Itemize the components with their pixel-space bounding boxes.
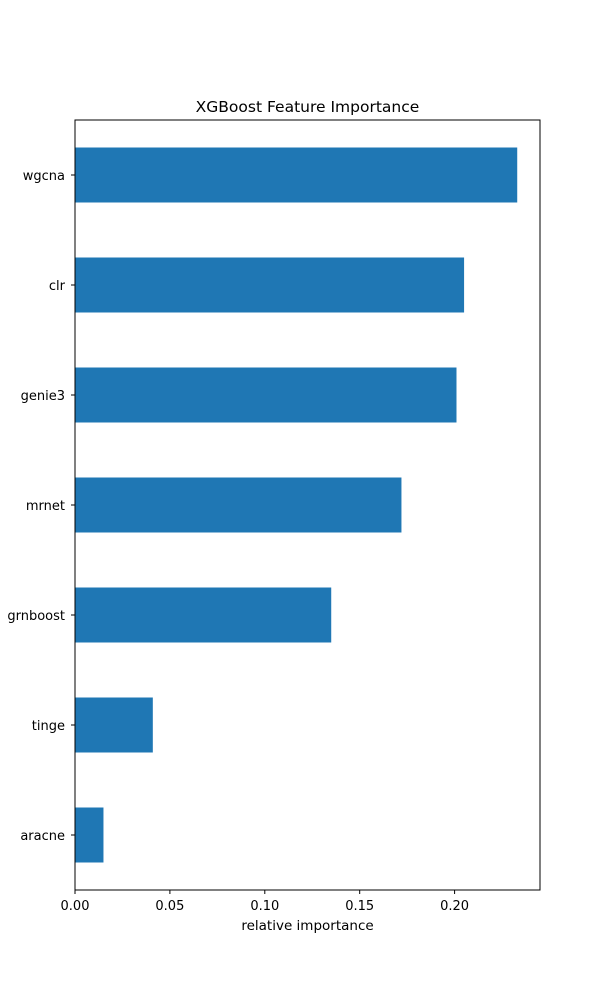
plot-area: [75, 147, 518, 863]
bar-genie3: [75, 367, 457, 423]
x-axis-label: relative importance: [241, 918, 373, 934]
x-tick-label: 0.20: [440, 899, 469, 914]
x-tick-label: 0.15: [345, 899, 374, 914]
x-tick-label: 0.05: [155, 899, 184, 914]
y-tick-label-genie3: genie3: [21, 389, 65, 404]
y-tick-label-wgcna: wgcna: [23, 169, 65, 184]
bar-tinge: [75, 697, 153, 753]
y-tick-label-tinge: tinge: [32, 719, 65, 734]
y-tick-label-mrnet: mrnet: [26, 499, 65, 514]
y-tick-label-grnboost: grnboost: [7, 609, 65, 624]
bar-mrnet: [75, 477, 402, 533]
y-axis: wgcna clr genie3 mrnet grnboost tinge aracne: [7, 169, 75, 844]
bar-aracne: [75, 807, 104, 863]
x-axis: 0.00 0.05 0.10 0.15 0.20: [61, 890, 469, 914]
y-tick-label-aracne: aracne: [20, 829, 65, 844]
y-tick-label-clr: clr: [49, 279, 66, 294]
bar-grnboost: [75, 587, 332, 643]
bar-wgcna: [75, 147, 518, 203]
chart-title: XGBoost Feature Importance: [196, 98, 420, 116]
bar-clr: [75, 257, 465, 313]
x-tick-label: 0.10: [250, 899, 279, 914]
x-tick-label: 0.00: [61, 899, 90, 914]
